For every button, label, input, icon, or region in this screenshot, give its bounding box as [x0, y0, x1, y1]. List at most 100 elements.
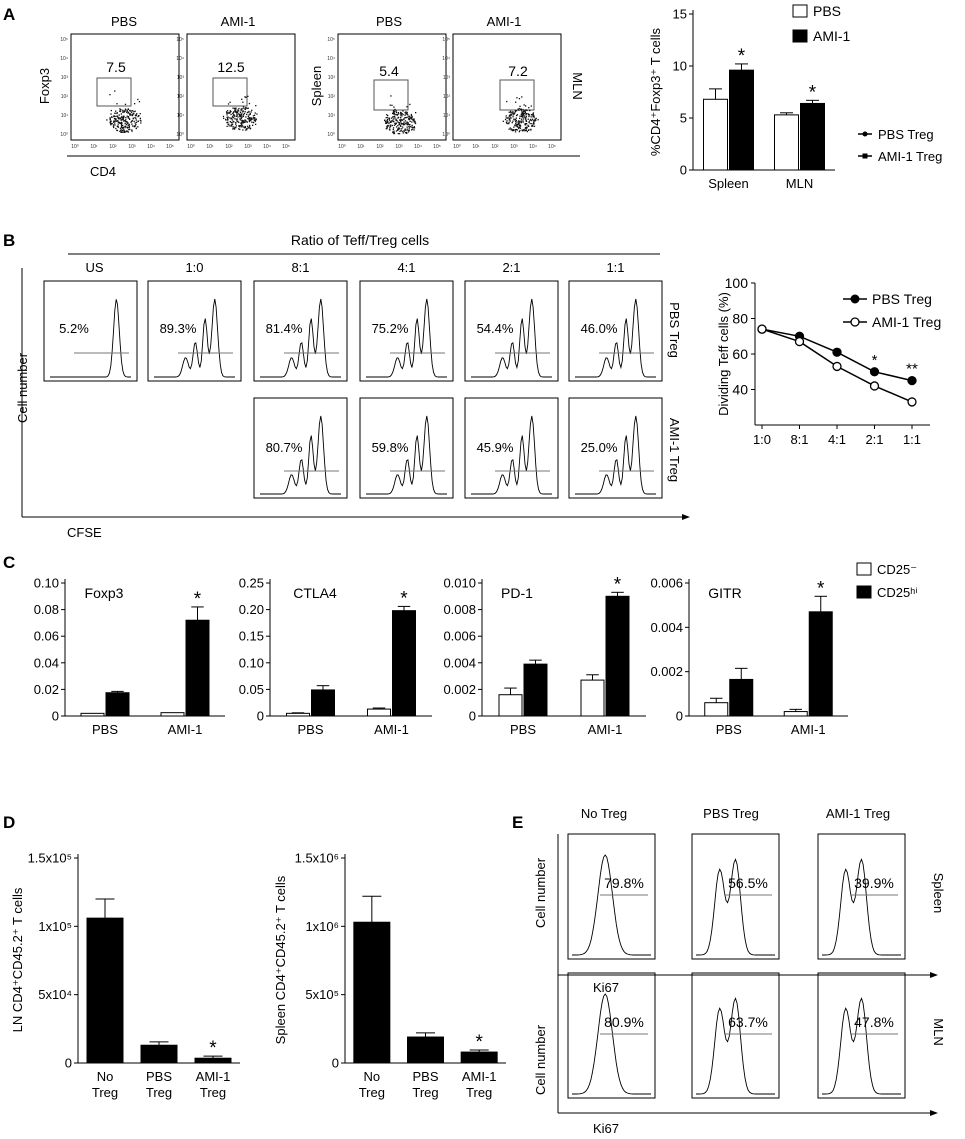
flow-event-dot	[121, 130, 124, 132]
C_gitr-bar-cd25	[729, 678, 754, 717]
flow-event-dot	[385, 117, 387, 119]
flow-event-dot	[392, 112, 394, 114]
flow-event-dot	[233, 127, 236, 129]
flow-event-dot	[127, 108, 129, 110]
flow-event-dot	[526, 127, 528, 129]
flow-event-dot	[395, 130, 398, 132]
ki67-col-label: AMI-1 Treg	[826, 806, 890, 821]
flow-event-dot	[226, 114, 228, 116]
flow-event-dot	[524, 123, 526, 125]
flow-event-dot	[395, 119, 398, 121]
flow-event-dot	[254, 112, 256, 114]
flow-event-dot	[118, 114, 120, 116]
C_foxp3-y-tick-label: 0.08	[34, 602, 59, 617]
flow-event-dot	[135, 127, 137, 130]
flow-event-dot	[250, 117, 252, 119]
flow-event-dot	[522, 113, 525, 115]
flow-event-dot	[408, 116, 410, 118]
flow-event-dot	[134, 103, 136, 105]
flow-event-dot	[129, 118, 131, 120]
flow-event-dot	[232, 128, 234, 130]
flow-event-dot	[248, 102, 251, 105]
flow-event-dot	[116, 112, 118, 114]
flow-event-dot	[236, 120, 239, 123]
flow-event-dot	[116, 120, 118, 122]
flow-event-dot	[230, 121, 232, 124]
flow-event-dot	[524, 130, 526, 132]
flow-event-dot	[526, 123, 528, 125]
flow-event-dot	[401, 115, 403, 117]
flow-event-dot	[120, 129, 122, 131]
flow-event-dot	[227, 110, 229, 112]
flow-event-dot	[525, 114, 527, 116]
A_bar-category-label: MLN	[786, 176, 813, 191]
flow-y-tick-label: 10²	[443, 94, 451, 100]
flow-event-dot	[531, 119, 533, 122]
D_ln-category-label: Treg	[146, 1085, 172, 1100]
flow-y-tick-label: 10⁵	[60, 37, 68, 43]
C_ctla4-significance-mark: *	[400, 588, 408, 609]
flow-event-dot	[393, 124, 396, 126]
flow-y-tick-label: 10⁴	[327, 56, 335, 62]
flow-event-dot	[398, 113, 400, 115]
C_foxp3-category-label: PBS	[92, 722, 118, 737]
flow-event-dot	[137, 126, 139, 128]
flow-event-dot	[518, 109, 520, 111]
flow-event-dot	[392, 127, 395, 129]
flow-event-dot	[232, 125, 234, 128]
flow-event-dot	[136, 113, 138, 115]
flow-event-dot	[518, 107, 520, 110]
flow-event-dot	[123, 115, 125, 117]
C_pd1-category-label: AMI-1	[588, 722, 623, 737]
flow-event-dot	[520, 108, 522, 110]
flow-plot-frame	[186, 33, 296, 141]
flow-event-dot	[509, 120, 511, 122]
flow-event-dot	[397, 125, 399, 127]
line-point-ami1-treg	[869, 381, 880, 391]
flow-event-dot	[516, 129, 518, 131]
flow-event-dot	[521, 111, 523, 113]
flow-event-dot	[401, 123, 403, 125]
flow-event-dot	[513, 112, 515, 114]
flow-event-dot	[240, 114, 242, 116]
flow-event-dot	[534, 118, 536, 120]
flow-x-tick-label: 10³	[128, 144, 136, 150]
D_spleen-significance-mark: *	[475, 1032, 483, 1053]
flow-x-tick-label: 10⁴	[529, 144, 537, 150]
flow-event-dot	[514, 124, 516, 126]
flow-event-dot	[231, 123, 234, 125]
flow-event-dot	[135, 115, 137, 117]
flow-event-dot	[533, 123, 535, 125]
flow-event-dot	[114, 122, 116, 124]
flow-event-dot	[512, 129, 514, 132]
flow-gate	[373, 79, 409, 111]
flow-event-dot	[229, 110, 231, 112]
C_ctla4-bar-cd25	[286, 712, 310, 717]
x-axis-arrow-icon	[930, 972, 938, 978]
flow-event-dot	[510, 117, 512, 119]
C_gitr-bar-cd25	[808, 611, 833, 717]
flow-event-dot	[241, 119, 243, 121]
flow-event-dot	[131, 110, 133, 112]
flow-event-dot	[514, 131, 517, 133]
flow-event-dot	[535, 117, 537, 120]
flow-event-dot	[523, 129, 525, 131]
flow-event-dot	[519, 126, 521, 128]
flow-event-dot	[387, 121, 389, 123]
flow-event-dot	[128, 125, 130, 128]
flow-event-dot	[410, 126, 412, 128]
flow-event-dot	[388, 117, 391, 119]
flow-event-dot	[530, 118, 532, 121]
D_ln-bar-count	[140, 1044, 178, 1064]
legend-label: AMI-1	[813, 28, 851, 44]
flow-event-dot	[122, 117, 125, 119]
flow-event-dot	[247, 127, 249, 129]
flow-event-dot	[134, 110, 136, 112]
flow-event-dot	[122, 109, 124, 111]
line-chart-x-tick-label: 2:1	[865, 432, 883, 447]
flow-event-dot	[125, 117, 127, 119]
flow-gate	[96, 77, 132, 107]
flow-event-dot	[114, 124, 116, 126]
flow-event-dot	[398, 127, 400, 129]
flow-event-dot	[255, 119, 257, 121]
